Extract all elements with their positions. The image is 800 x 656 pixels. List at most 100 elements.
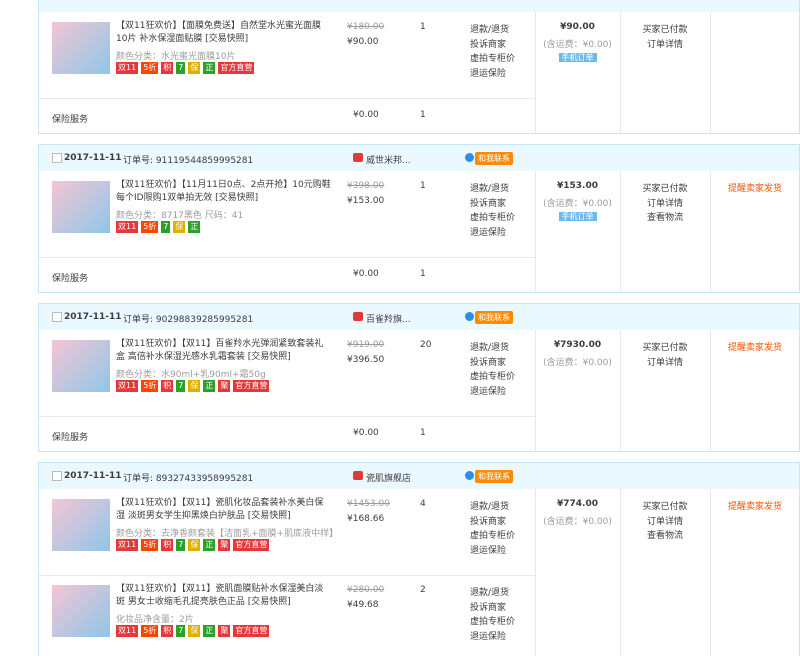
product-image[interactable] — [52, 340, 110, 392]
status-link[interactable]: 订单详情 — [646, 198, 683, 209]
remind-button[interactable]: 提醒卖家发货 — [727, 184, 782, 194]
tag-row: 双11 5折积 7 保正聚官方直营 — [116, 539, 272, 551]
tag: 保 — [188, 380, 201, 392]
insurance-price: ¥0.00 — [353, 428, 379, 438]
service-link[interactable]: 退运保险 — [470, 227, 507, 238]
contact-icon — [465, 153, 474, 162]
remind-button[interactable]: 提醒卖家发货 — [727, 502, 782, 512]
original-price: ¥180.00 — [347, 22, 385, 32]
tag: 双11 — [116, 221, 139, 233]
service-link[interactable]: 投诉商家 — [470, 39, 507, 50]
insurance-price: ¥0.00 — [353, 110, 379, 120]
product-image[interactable] — [52, 585, 110, 637]
original-price: ¥1453.00 — [347, 499, 390, 509]
status-link[interactable]: 查看物流 — [646, 213, 683, 223]
mobile-badge: 手机订单 — [558, 212, 597, 221]
insurance-price: ¥0.00 — [353, 269, 379, 279]
order-date: 2017-11-11 — [64, 471, 122, 481]
checkbox[interactable] — [52, 471, 62, 481]
contact-button[interactable]: 和我联系 — [475, 311, 513, 324]
tag: 积 — [161, 62, 174, 74]
column-divider — [710, 489, 711, 656]
product-title[interactable]: 【双11狂欢价】【面膜免费送】自然堂水光蜜光面膜10片 补水保湿面贴膜 [交易快… — [116, 21, 321, 44]
product-image[interactable] — [52, 181, 110, 233]
price: ¥49.68 — [347, 600, 379, 610]
order-date: 2017-11-11 — [64, 153, 122, 163]
tag: 正 — [203, 539, 216, 551]
service-link[interactable]: 虚拍专柜价 — [470, 54, 516, 64]
order-number: 订单号: 91119544859995281 — [123, 156, 254, 166]
order-total: ¥7930.00 — [553, 340, 602, 350]
price: ¥153.00 — [347, 196, 385, 206]
contact-icon — [465, 312, 474, 321]
tag: 双11 — [116, 380, 139, 392]
service-link[interactable]: 投诉商家 — [470, 516, 507, 527]
checkbox[interactable] — [52, 312, 62, 322]
service-link[interactable]: 投诉商家 — [470, 357, 507, 368]
tag: 正 — [203, 62, 216, 74]
quantity: 1 — [420, 22, 426, 32]
service-link[interactable]: 虚拍专柜价 — [470, 213, 516, 223]
shop-name[interactable]: 百雀羚旗... — [366, 315, 411, 325]
quantity: 2 — [420, 585, 426, 595]
status-link[interactable]: 订单详情 — [646, 39, 683, 50]
service-link[interactable]: 退运保险 — [470, 545, 507, 556]
column-divider — [710, 171, 711, 293]
service-link[interactable]: 投诉商家 — [470, 198, 507, 209]
service-link[interactable]: 退款/退货 — [470, 588, 510, 598]
insurance-label: 保险服务 — [52, 274, 89, 284]
remind-button[interactable]: 提醒卖家发货 — [727, 343, 782, 353]
quantity: 4 — [420, 499, 426, 509]
service-link[interactable]: 退运保险 — [470, 631, 507, 642]
order-number: 订单号: 90298839285995281 — [123, 315, 254, 325]
product-sku: 颜色分类：去净香颜套装【洁面乳+面膜+肌底液中样】 — [116, 529, 339, 539]
mobile-badge-wrap: 手机订单 — [535, 211, 620, 222]
tag: 正 — [203, 380, 216, 392]
insurance-label: 保险服务 — [52, 433, 89, 443]
product-title[interactable]: 【双11狂欢价】【双11】百雀羚水光弹润紧致套装礼盒 高倍补水保湿光感水乳霜套装… — [116, 339, 324, 362]
contact-button[interactable]: 和我联系 — [475, 470, 513, 483]
status-link[interactable]: 订单详情 — [646, 357, 683, 368]
service-link[interactable]: 虚拍专柜价 — [470, 372, 516, 382]
service-link[interactable]: 退款/退货 — [470, 25, 510, 35]
contact-button[interactable]: 和我联系 — [475, 152, 513, 165]
shipping-fee: (含运费：¥0.00) — [543, 40, 612, 50]
shop-name[interactable]: 威世米邦... — [366, 156, 411, 166]
product-title[interactable]: 【双11狂欢价】【双11】瓷肌面膜贴补水保湿美白淡斑 男女士收缩毛孔提亮肤色正品… — [116, 584, 324, 607]
tag: 保 — [188, 625, 201, 637]
tag: 正 — [203, 625, 216, 637]
column-divider — [710, 12, 711, 134]
order-total: ¥774.00 — [557, 499, 598, 509]
tag: 7 — [161, 221, 171, 233]
tag: 双11 — [116, 62, 139, 74]
tag: 5折 — [141, 539, 159, 551]
column-divider — [535, 489, 536, 656]
service-link[interactable]: 投诉商家 — [470, 602, 507, 613]
status-link[interactable]: 查看物流 — [646, 531, 683, 541]
product-image[interactable] — [52, 22, 110, 74]
quantity: 1 — [420, 181, 426, 191]
tag-row: 双11 5折积 7 保正聚官方直营 — [116, 380, 272, 392]
service-link[interactable]: 虚拍专柜价 — [470, 531, 516, 541]
product-title[interactable]: 【双11狂欢价】【双11】瓷肌化妆品套装补水美白保湿 淡斑男女学生抑黑焕白护肤品… — [116, 498, 324, 521]
product-title[interactable]: 【双11狂欢价】【11月11日0点、2点开抢】10元购鞋 每个ID限购1双单拍无… — [116, 180, 331, 203]
service-link[interactable]: 退款/退货 — [470, 502, 510, 512]
shop-name[interactable]: 瓷肌旗舰店 — [366, 474, 412, 484]
product-image[interactable] — [52, 499, 110, 551]
tag: 聚 — [218, 539, 231, 551]
tag: 官方直营 — [233, 625, 270, 637]
service-link[interactable]: 退运保险 — [470, 386, 507, 397]
divider — [39, 575, 535, 576]
service-link[interactable]: 虚拍专柜价 — [470, 617, 516, 627]
insurance-label: 保险服务 — [52, 115, 89, 125]
service-link[interactable]: 退款/退货 — [470, 184, 510, 194]
divider — [39, 257, 535, 258]
service-link[interactable]: 退款/退货 — [470, 343, 510, 353]
status-link[interactable]: 订单详情 — [646, 516, 683, 527]
status-link: 买家已付款 — [642, 502, 688, 512]
checkbox[interactable] — [52, 153, 62, 163]
service-link[interactable]: 退运保险 — [470, 68, 507, 79]
column-divider — [535, 12, 536, 134]
tag: 5折 — [141, 625, 159, 637]
